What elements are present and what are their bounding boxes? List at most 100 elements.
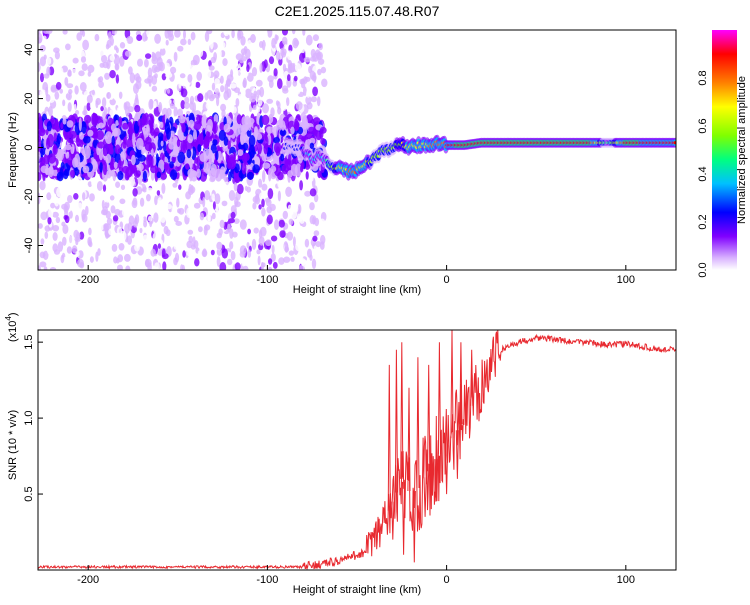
noise-speckle [286,231,294,241]
noise-speckle [294,63,302,72]
noise-speckle [38,61,41,73]
noise-speckle [121,208,128,217]
noise-speckle [192,54,200,66]
noise-band-blob [62,118,67,125]
noise-band-blob [238,124,244,135]
noise-band-blob [99,162,103,173]
noise-speckle [235,225,242,231]
noise-speckle [236,69,243,80]
noise-speckle [140,216,144,222]
noise-speckle [171,205,175,214]
noise-band-blob [301,116,308,130]
noise-speckle [48,106,53,117]
noise-band-blob [70,146,75,155]
noise-speckle [39,89,47,98]
noise-band-blob [66,120,74,128]
noise-speckle [277,190,281,202]
noise-band-blob [223,136,229,147]
noise-speckle [202,196,206,208]
noise-band-blob [156,171,161,179]
noise-band-blob [294,120,300,131]
noise-speckle [187,229,194,235]
noise-speckle [81,30,86,37]
noise-speckle [297,204,302,214]
noise-speckle [192,80,196,89]
noise-speckle [208,181,214,188]
noise-speckle [98,223,104,231]
noise-speckle [259,41,264,48]
noise-speckle [109,195,115,201]
noise-speckle [87,181,93,188]
noise-speckle [246,72,254,82]
noise-speckle [220,85,225,93]
colorbar-tick-label: 0.6 [697,118,709,133]
noise-band-blob [319,128,324,139]
noise-band-blob [206,118,213,132]
noise-speckle [229,83,237,89]
noise-speckle [39,44,46,52]
noise-band-blob [196,168,202,178]
noise-speckle [161,73,167,81]
noise-band-blob [197,144,202,153]
noise-speckle [48,207,54,218]
noise-speckle [216,256,221,267]
noise-speckle [154,195,158,206]
noise-band-blob [280,120,286,131]
noise-speckle [76,32,82,41]
noise-speckle [235,53,243,61]
noise-speckle [263,59,268,69]
x-tick-label: -100 [256,574,278,586]
noise-band-blob [96,115,101,124]
noise-band-blob [66,151,70,159]
noise-speckle [205,102,211,110]
noise-speckle [47,248,52,255]
noise-speckle [105,43,110,50]
noise-speckle [127,235,132,245]
noise-speckle [174,30,181,38]
noise-speckle [62,99,66,107]
noise-speckle [121,96,128,103]
noise-speckle [299,215,305,224]
noise-band-blob [212,121,218,134]
noise-band-blob [122,122,129,130]
noise-speckle [67,235,73,246]
noise-speckle [115,181,121,188]
noise-speckle [38,223,43,229]
noise-speckle [230,250,236,261]
noise-band-blob [50,115,54,124]
noise-speckle [159,47,166,56]
noise-speckle [170,66,177,74]
noise-speckle [144,48,148,55]
noise-speckle [153,223,157,234]
noise-speckle [216,241,223,250]
noise-band-blob [135,170,141,177]
noise-speckle [62,236,67,246]
noise-speckle [230,205,237,214]
noise-band-blob [96,130,105,141]
noise-speckle [101,97,107,108]
noise-speckle [157,243,161,249]
colorbar-label: Normalized spectral amplitude [736,76,748,224]
y-tick-label: 0.5 [23,486,35,501]
noise-speckle [290,92,296,98]
noise-speckle [293,39,300,47]
noise-band-blob [186,149,192,159]
noise-band-blob [194,157,199,164]
noise-speckle [97,200,103,211]
noise-speckle [183,244,188,250]
noise-speckle [98,50,105,56]
noise-speckle [165,39,169,46]
noise-speckle [252,196,259,203]
noise-speckle [246,242,250,249]
snr-multiplier: (x104) [4,312,19,342]
noise-band-blob [83,145,91,160]
noise-speckle [86,94,93,104]
noise-band-blob [157,136,164,151]
noise-speckle [54,51,61,60]
spectrogram-marks [38,30,676,270]
noise-speckle [101,255,108,262]
noise-speckle [111,243,118,252]
noise-speckle [151,56,158,65]
noise-speckle [178,77,182,89]
